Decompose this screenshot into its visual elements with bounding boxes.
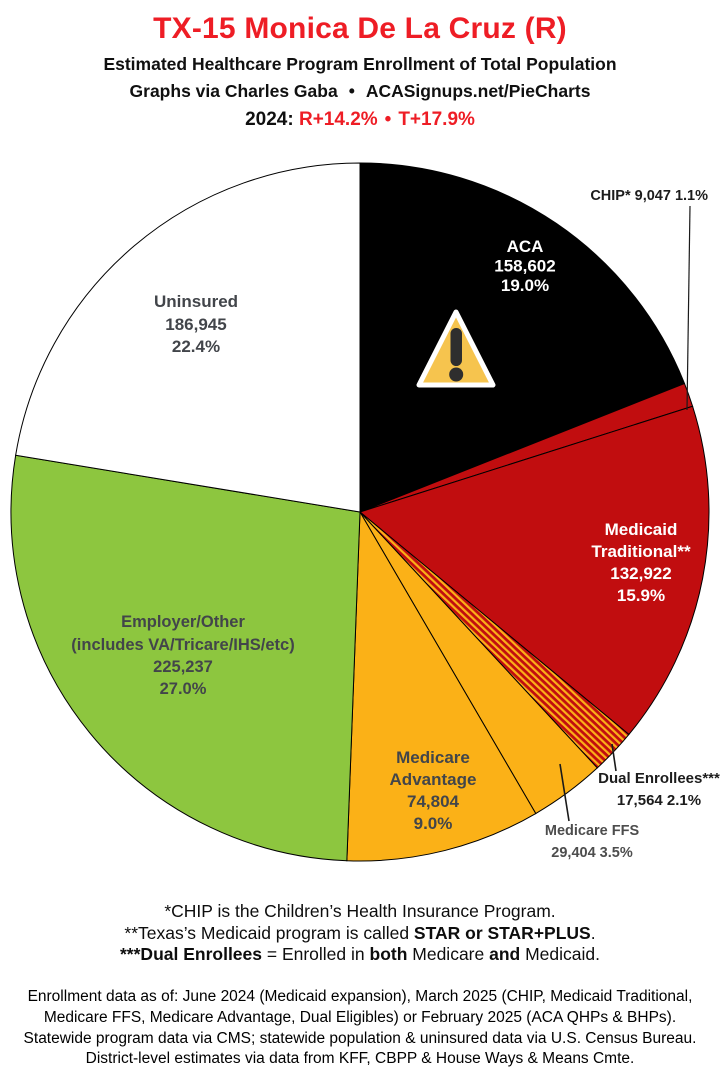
- pie-label-medicare-ffs-line-1: 29,404 3.5%: [551, 845, 633, 861]
- pie-label-dual-enrollees-line-1: 17,564 2.1%: [617, 792, 701, 809]
- header: TX-15 Monica De La Cruz (R) Estimated He…: [0, 12, 720, 131]
- leader-lines-group: [559, 205, 691, 822]
- pie-slice-employer-other: [10, 454, 361, 862]
- pie-label-medicare-advantage-line-3: 9.0%: [414, 814, 453, 833]
- dual-enrollees-leader-line: [611, 743, 617, 772]
- subtitle: Estimated Healthcare Program Enrollment …: [103, 54, 617, 74]
- lean-t-value: T+17.9%: [398, 109, 475, 130]
- pie-label-medicare-advantage-line-2: 74,804: [407, 792, 460, 811]
- pie-label-employer-other-line-1: (includes VA/Tricare/IHS/etc): [71, 636, 294, 654]
- pie-slice-uninsured: [15, 162, 361, 513]
- year-label: 2024:: [245, 109, 294, 130]
- source-line: Enrollment data as of: June 2024 (Medica…: [27, 988, 693, 1005]
- pie-label-medicare-advantage-line-1: Advantage: [390, 770, 477, 789]
- credit-author: Graphs via Charles Gaba: [129, 81, 338, 101]
- footnote-dual: ***Dual Enrollees = Enrolled in both Med…: [120, 944, 600, 964]
- pie-label-medicare-advantage-line-0: Medicare: [396, 748, 470, 767]
- pie-label-aca-line-2: 19.0%: [501, 276, 549, 295]
- pie-label-medicaid-traditional-line-3: 15.9%: [617, 586, 665, 605]
- pie-slices-group: [10, 162, 710, 862]
- pie-label-employer-other-line-0: Employer/Other: [121, 613, 245, 631]
- footnote-chip: *CHIP is the Children’s Health Insurance…: [164, 901, 556, 921]
- partisan-lean-line: 2024: R+14.2% • T+17.9%: [0, 108, 720, 131]
- pie-slice-medicaid-traditional: [358, 405, 710, 736]
- page-title: TX-15 Monica De La Cruz (R): [153, 12, 567, 45]
- medicare-ffs-leader-line: [559, 763, 570, 822]
- pie-label-medicaid-traditional-line-1: Traditional**: [591, 542, 691, 561]
- pie-label-aca-line-0: ACA: [507, 237, 544, 256]
- pie-label-medicaid-traditional-line-2: 132,922: [610, 564, 671, 583]
- source-attribution: Enrollment data as of: June 2024 (Medica…: [0, 987, 720, 1070]
- bullet-separator-red: •: [384, 109, 392, 130]
- footnote-medicaid: **Texas’s Medicaid program is called STA…: [124, 922, 596, 943]
- pie-label-medicare-ffs-line-0: Medicare FFS: [545, 823, 640, 839]
- pie-label-employer-other-line-2: 225,237: [153, 658, 213, 676]
- pie-label-medicaid-traditional-line-0: Medicaid: [605, 520, 678, 539]
- source-line: Statewide program data via CMS; statewid…: [23, 1029, 697, 1047]
- footnotes: *CHIP is the Children’s Health Insurance…: [0, 901, 720, 966]
- pie-label-aca-line-1: 158,602: [494, 257, 555, 276]
- pie-label-chip-line-0: CHIP* 9,047 1.1%: [590, 188, 708, 204]
- pie-label-uninsured-line-0: Uninsured: [154, 292, 238, 311]
- warning-exclamation-dot: [449, 367, 464, 382]
- lean-r-value: R+14.2%: [298, 109, 378, 130]
- warning-exclamation-bar: [450, 328, 462, 366]
- pie-slice-medicare-advantage: [346, 510, 537, 862]
- source-line: Medicare FFS, Medicare Advantage, Dual E…: [43, 1008, 677, 1026]
- credit-line: Graphs via Charles Gaba • ACASignups.net/P…: [0, 81, 720, 102]
- pie-label-employer-other-line-3: 27.0%: [160, 680, 207, 698]
- credit-site: ACASignups.net/PieCharts: [365, 81, 591, 101]
- chip-leader-line: [686, 205, 691, 411]
- pie-label-uninsured-line-2: 22.4%: [172, 337, 220, 356]
- pie-slice-aca: [359, 162, 686, 513]
- warning-triangle-icon: [416, 309, 496, 388]
- bullet-separator: •: [348, 81, 355, 101]
- pie-label-dual-enrollees-line-0: Dual Enrollees***: [598, 770, 720, 787]
- pie-label-uninsured-line-1: 186,945: [165, 315, 226, 334]
- source-line: District-level estimates via data from K…: [85, 1050, 635, 1068]
